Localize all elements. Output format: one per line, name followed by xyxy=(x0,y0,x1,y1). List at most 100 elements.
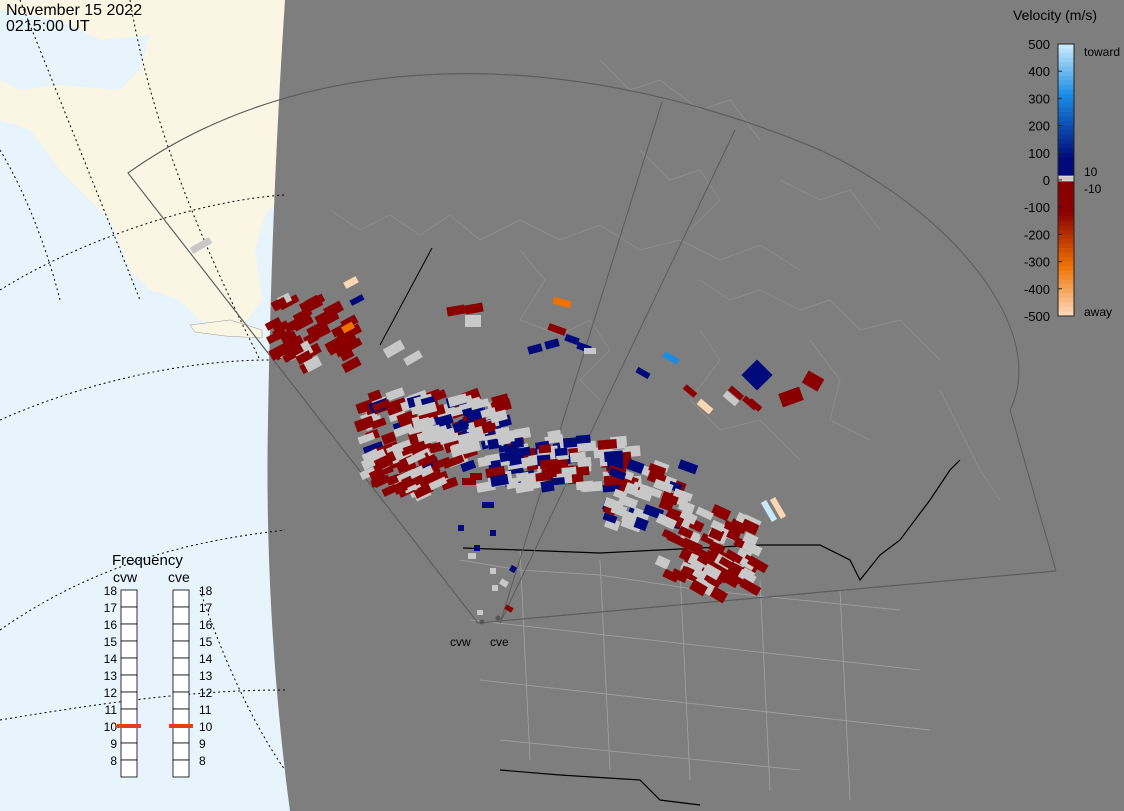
velocity-cell xyxy=(626,459,645,474)
colorbar-segment xyxy=(1058,225,1074,231)
velocity-cell xyxy=(492,585,498,591)
velocity-cell xyxy=(292,313,314,331)
frequency-bin xyxy=(172,725,190,744)
velocity-cell xyxy=(341,321,355,334)
frequency-bin xyxy=(172,674,190,693)
velocity-cell xyxy=(349,294,365,306)
frequency-marker-cve xyxy=(169,724,193,728)
velocity-cell xyxy=(724,549,746,566)
velocity-cell xyxy=(499,578,509,588)
velocity-cell xyxy=(355,399,374,415)
velocity-cell xyxy=(677,459,699,475)
velocity-cell xyxy=(473,417,488,428)
velocity-cell xyxy=(343,276,359,289)
velocity-cell xyxy=(515,471,530,483)
velocity-cell xyxy=(564,333,580,346)
velocity-cell xyxy=(739,578,762,597)
colorbar-segment xyxy=(1058,71,1074,77)
time-label: 0215:00 UT xyxy=(6,18,90,35)
velocity-cell xyxy=(520,455,540,468)
velocity-cell xyxy=(695,506,714,521)
velocity-cell xyxy=(403,350,423,366)
colorbar-segment xyxy=(1058,143,1074,149)
frequency-bin xyxy=(172,691,190,710)
velocity-cell xyxy=(603,497,625,513)
frequency-tick-label: 15 xyxy=(199,635,213,649)
frequency-bin xyxy=(120,657,138,676)
velocity-cell xyxy=(577,457,592,468)
velocity-cell xyxy=(778,386,804,408)
velocity-cell xyxy=(575,434,591,444)
velocity-cell xyxy=(438,432,460,445)
velocity-cell xyxy=(408,465,425,479)
velocity-cell xyxy=(621,510,638,526)
velocity-cell xyxy=(415,401,438,417)
velocity-cell xyxy=(741,540,763,557)
frequency-bin xyxy=(120,691,138,710)
velocity-cell xyxy=(692,546,714,562)
velocity-cell xyxy=(741,359,773,391)
velocity-cell xyxy=(760,499,778,523)
colorbar-tick-label: 200 xyxy=(1028,119,1050,134)
colorbar-segment xyxy=(1058,89,1074,95)
velocity-cell xyxy=(447,393,468,408)
velocity-scale-title: Velocity (m/s) xyxy=(1013,7,1097,23)
colorbar-segment xyxy=(1058,130,1074,136)
velocity-cell xyxy=(562,437,578,448)
velocity-cell xyxy=(490,568,496,574)
velocity-cell xyxy=(360,456,376,471)
frequency-tick-label: 8 xyxy=(199,754,206,768)
radar-site-cve-label: cve xyxy=(490,635,509,649)
frequency-bin xyxy=(172,759,190,778)
velocity-cell xyxy=(527,343,543,355)
velocity-cell xyxy=(405,450,426,466)
velocity-cell xyxy=(696,398,714,415)
colorbar-segment xyxy=(1058,152,1074,158)
velocity-cell xyxy=(490,397,512,414)
velocity-cell xyxy=(371,454,394,473)
colorbar-tick-label: 400 xyxy=(1028,64,1050,79)
frequency-tick-label: 16 xyxy=(199,618,213,632)
velocity-cell xyxy=(189,236,213,255)
velocity-cell xyxy=(654,555,671,570)
frequency-radar-cvw-label: cvw xyxy=(113,569,138,585)
colorbar-tick-label: -200 xyxy=(1024,227,1050,242)
velocity-cell xyxy=(538,444,552,454)
velocity-cell xyxy=(357,432,376,445)
colorbar-segment xyxy=(1058,229,1074,235)
colorbar-segment xyxy=(1058,193,1074,199)
us-mexico-border xyxy=(499,769,701,806)
colorbar-segment xyxy=(1058,275,1074,281)
aleutian-land xyxy=(189,319,263,339)
velocity-cell xyxy=(465,406,486,421)
velocity-cell xyxy=(655,513,678,530)
frequency-bin xyxy=(120,742,138,761)
velocity-cell xyxy=(504,604,514,613)
colorbar-segment xyxy=(1058,202,1074,208)
colorbar-segment xyxy=(1058,62,1074,68)
frequency-tick-label: 18 xyxy=(104,584,118,598)
frequency-bin xyxy=(120,589,138,608)
velocity-cell xyxy=(477,456,492,468)
radar-site-cvw-label: cvw xyxy=(450,635,471,649)
colorbar-segment xyxy=(1058,220,1074,226)
colorbar-segment xyxy=(1058,48,1074,54)
velocity-cell xyxy=(264,316,282,331)
frequency-bin xyxy=(172,657,190,676)
fov-arc xyxy=(127,73,821,174)
frequency-tick-label: 9 xyxy=(110,737,117,751)
velocity-cell xyxy=(547,323,567,336)
frequency-title: Frequency xyxy=(112,552,183,569)
velocity-cell xyxy=(603,450,624,462)
fov-edge-west xyxy=(127,172,479,624)
velocity-cell xyxy=(371,399,391,412)
velocity-cell xyxy=(597,438,618,450)
velocity-cell xyxy=(769,496,787,520)
velocity-cell xyxy=(580,482,596,492)
colorbar-segment xyxy=(1058,157,1074,163)
velocity-cell xyxy=(648,462,667,476)
frequency-bin xyxy=(172,742,190,761)
frequency-bin xyxy=(120,725,138,744)
frequency-tick-label: 10 xyxy=(104,720,118,734)
velocity-cell xyxy=(434,412,454,429)
